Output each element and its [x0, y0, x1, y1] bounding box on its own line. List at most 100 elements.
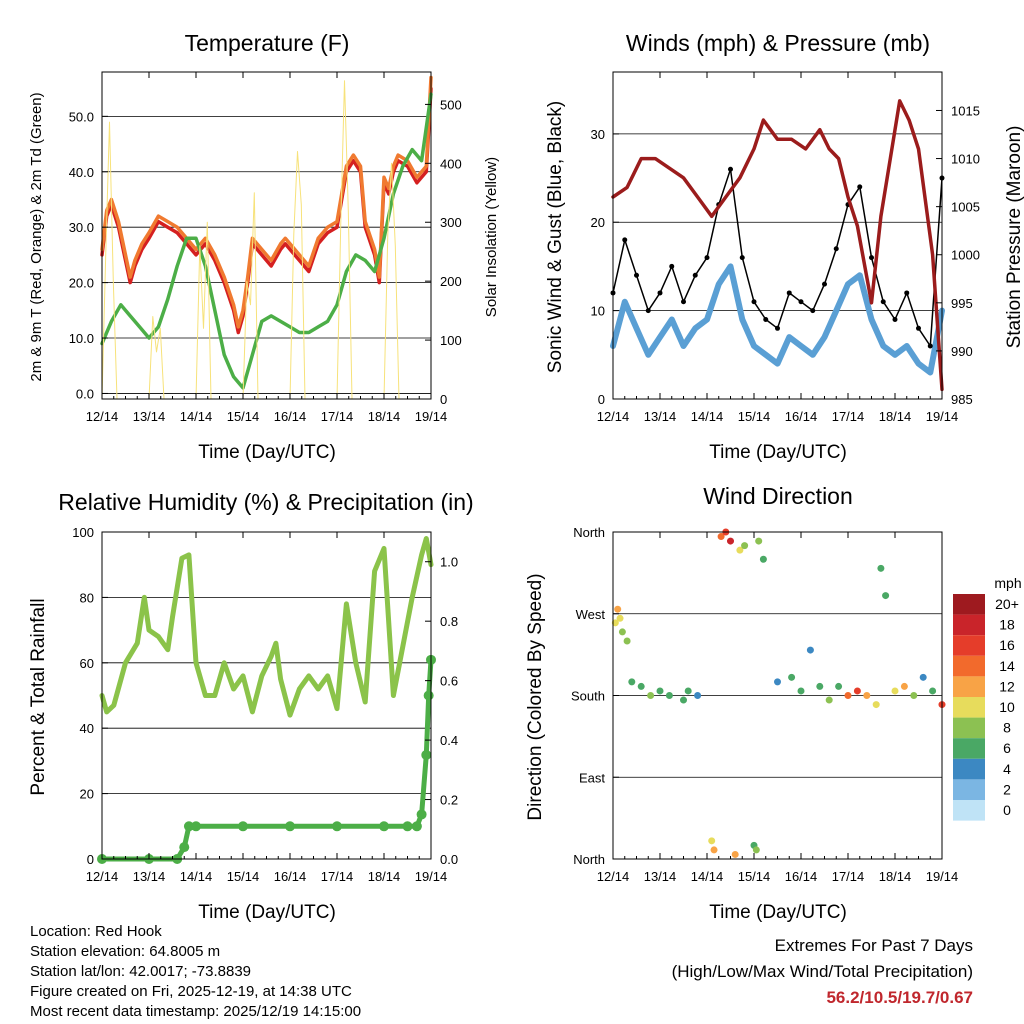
wind-direction-point	[741, 542, 749, 550]
y-tick-label: North	[573, 852, 605, 867]
wind-direction-point	[774, 678, 781, 686]
humidity-axes: 12/14 13/14 14/14 15/14 16/14 17/14 18/14 19/14…	[72, 525, 458, 884]
x-tick-label: 18/14	[368, 869, 401, 884]
wind-direction-point	[710, 846, 718, 854]
direction-panel: Wind Direction Time (Day/UTC) Direction …	[525, 483, 1022, 923]
wind-direction-point	[727, 537, 734, 545]
series-total-precipitation-point	[421, 749, 432, 760]
x-tick-label: 14/14	[180, 869, 213, 884]
direction-title: Wind Direction	[703, 483, 853, 509]
y2-tick-label: 200	[440, 274, 462, 289]
temperature-x-axis-label: Time (Day/UTC)	[198, 442, 336, 463]
colorbar-label: 16	[999, 637, 1015, 653]
series-gust-point	[892, 316, 898, 322]
series-gust-point	[927, 343, 933, 349]
x-tick-label: 17/14	[832, 409, 865, 424]
wind-direction-point	[684, 687, 692, 695]
wind-series	[610, 99, 945, 392]
colorbar-label: 8	[1003, 720, 1011, 736]
created-text: Figure created on Fri, 2025-12-19, at 14…	[30, 983, 352, 1000]
wind-direction-point	[611, 619, 619, 627]
y-tick-label: 0.0	[76, 386, 94, 401]
wind-direction-point	[665, 692, 673, 699]
y-tick-label: 60	[80, 656, 94, 671]
y2-tick-label: 500	[440, 97, 462, 112]
wind-direction-point	[797, 687, 805, 695]
colorbar-label: 4	[1003, 761, 1011, 777]
x-tick-label: 17/14	[321, 869, 354, 884]
series-gust-point	[857, 184, 863, 190]
x-tick-label: 12/14	[597, 869, 630, 884]
wind-direction-point	[900, 682, 908, 690]
series-gust-point	[775, 325, 780, 331]
y-tick-label: 50.0	[69, 109, 94, 124]
y2-tick-label: 985	[951, 392, 973, 407]
y-tick-label: South	[571, 689, 605, 704]
series-2m-td-line	[100, 92, 433, 390]
y2-tick-label: 0.6	[440, 674, 458, 689]
x-tick-label: 12/14	[86, 869, 119, 884]
y-tick-label: 10.0	[69, 331, 94, 346]
series-gust-point	[645, 308, 651, 314]
wind-x-axis-label: Time (Day/UTC)	[709, 442, 847, 463]
y-tick-label: 30.0	[69, 220, 94, 235]
colorbar-swatch	[953, 655, 985, 677]
x-tick-label: 17/14	[321, 409, 354, 424]
series-total-precipitation-point	[416, 809, 427, 820]
series-gust-point	[657, 290, 663, 296]
wind-direction-point	[708, 837, 716, 845]
series-gust-point	[751, 299, 757, 305]
temperature-axes: 12/14 13/14 14/14 15/14 16/14 17/14 18/14 19/14…	[69, 72, 462, 424]
colorbar-swatch	[953, 779, 985, 800]
series-gust-point	[669, 263, 675, 269]
x-tick-label: 16/14	[785, 409, 818, 424]
colorbar-swatch	[953, 614, 985, 636]
wind-direction-point	[717, 533, 725, 541]
temperature-frame	[101, 71, 432, 400]
y2-tick-label: 0	[440, 392, 447, 407]
wind-direction-point	[731, 850, 739, 858]
y-tick-label: 100	[72, 525, 94, 540]
series-gust-point	[810, 308, 816, 314]
extremes-title: Extremes For Past 7 Days	[774, 936, 973, 955]
series-gust-point	[739, 255, 745, 261]
series-gust-point	[822, 281, 827, 287]
temperature-series	[100, 75, 433, 400]
x-tick-label: 15/14	[738, 869, 771, 884]
series-total-precipitation-line	[99, 657, 434, 862]
wind-direction-point	[614, 605, 622, 613]
wind-direction-point	[882, 592, 890, 600]
y2-tick-label: 1010	[951, 152, 980, 167]
wind-direction-point	[759, 555, 767, 563]
y2-tick-label: 100	[440, 333, 462, 348]
y-tick-label: 0	[87, 852, 94, 867]
y-tick-label: 10	[591, 304, 605, 319]
colorbar-swatch	[953, 697, 985, 718]
series-total-precipitation-point	[411, 821, 422, 832]
x-tick-label: 15/14	[738, 409, 771, 424]
humidity-title: Relative Humidity (%) & Precipitation (i…	[58, 489, 473, 515]
humidity-series	[97, 536, 436, 864]
colorbar-swatch	[953, 717, 985, 739]
wind-y2-axis-label: Station Pressure (Maroon)	[1004, 126, 1024, 349]
wind-panel: Winds (mph) & Pressure (mb) Time (Day/UT…	[545, 30, 1024, 463]
direction-series	[611, 528, 946, 858]
colorbar-swatch	[953, 635, 985, 656]
y2-tick-label: 1005	[951, 200, 980, 215]
wind-direction-point	[891, 687, 899, 695]
series-gust-point	[681, 299, 686, 305]
direction-axes: 12/14 13/14 14/14 15/14 16/14 17/14 18/14 19/14…	[571, 525, 958, 884]
temperature-y2-axis-label: Solar Insolation (Yellow)	[483, 157, 500, 317]
colorbar-label: 20+	[995, 596, 1019, 612]
wind-direction-point	[929, 687, 937, 695]
x-tick-label: 13/14	[133, 409, 166, 424]
colorbar-swatch	[953, 738, 985, 759]
y2-tick-label: 1015	[951, 103, 980, 118]
wind-direction-point	[910, 692, 918, 699]
x-tick-label: 14/14	[691, 409, 724, 424]
colorbar-swatch	[953, 758, 985, 780]
direction-frame	[612, 531, 943, 860]
wind-direction-point	[788, 673, 796, 681]
wind-axes: 12/14 13/14 14/14 15/14 16/14 17/14 18/14 19/14…	[591, 72, 980, 424]
y2-tick-label: 0.2	[440, 793, 458, 808]
